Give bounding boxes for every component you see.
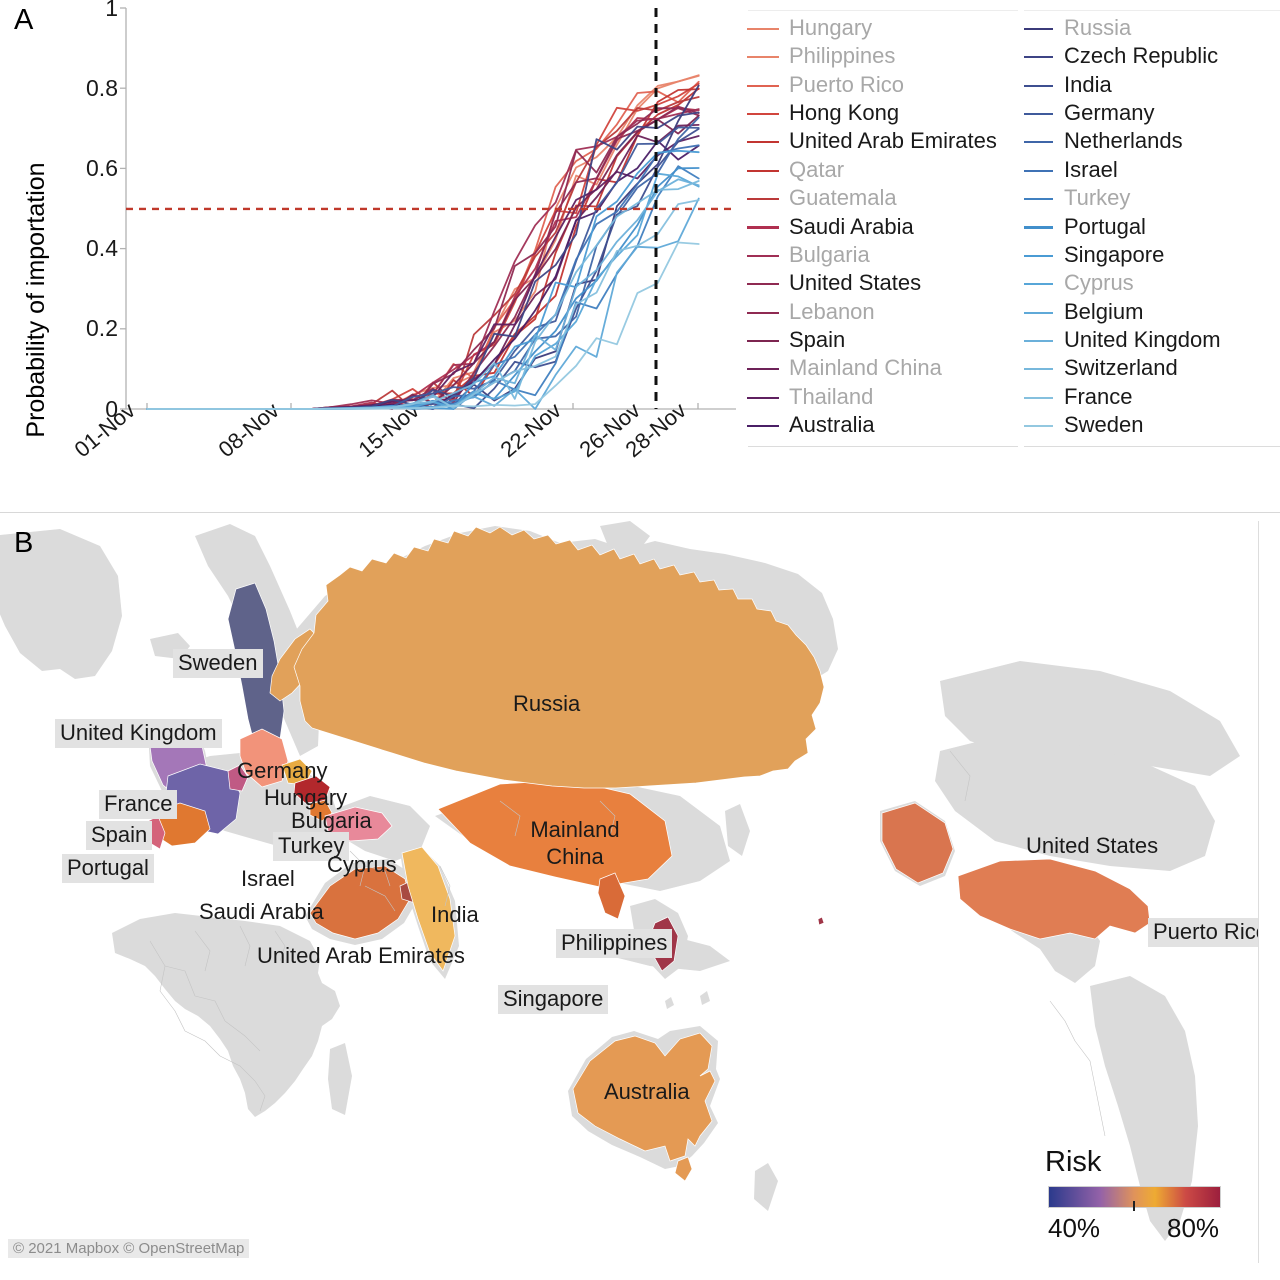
- svg-text:0.6: 0.6: [86, 155, 118, 181]
- svg-text:0.4: 0.4: [86, 235, 118, 261]
- svg-text:0.2: 0.2: [86, 315, 118, 341]
- svg-text:22-Nov: 22-Nov: [496, 397, 566, 462]
- svg-text:Probability of importation: Probability of importation: [22, 162, 50, 437]
- svg-text:08-Nov: 08-Nov: [214, 397, 284, 462]
- svg-text:1: 1: [105, 0, 118, 21]
- svg-text:0.8: 0.8: [86, 75, 118, 101]
